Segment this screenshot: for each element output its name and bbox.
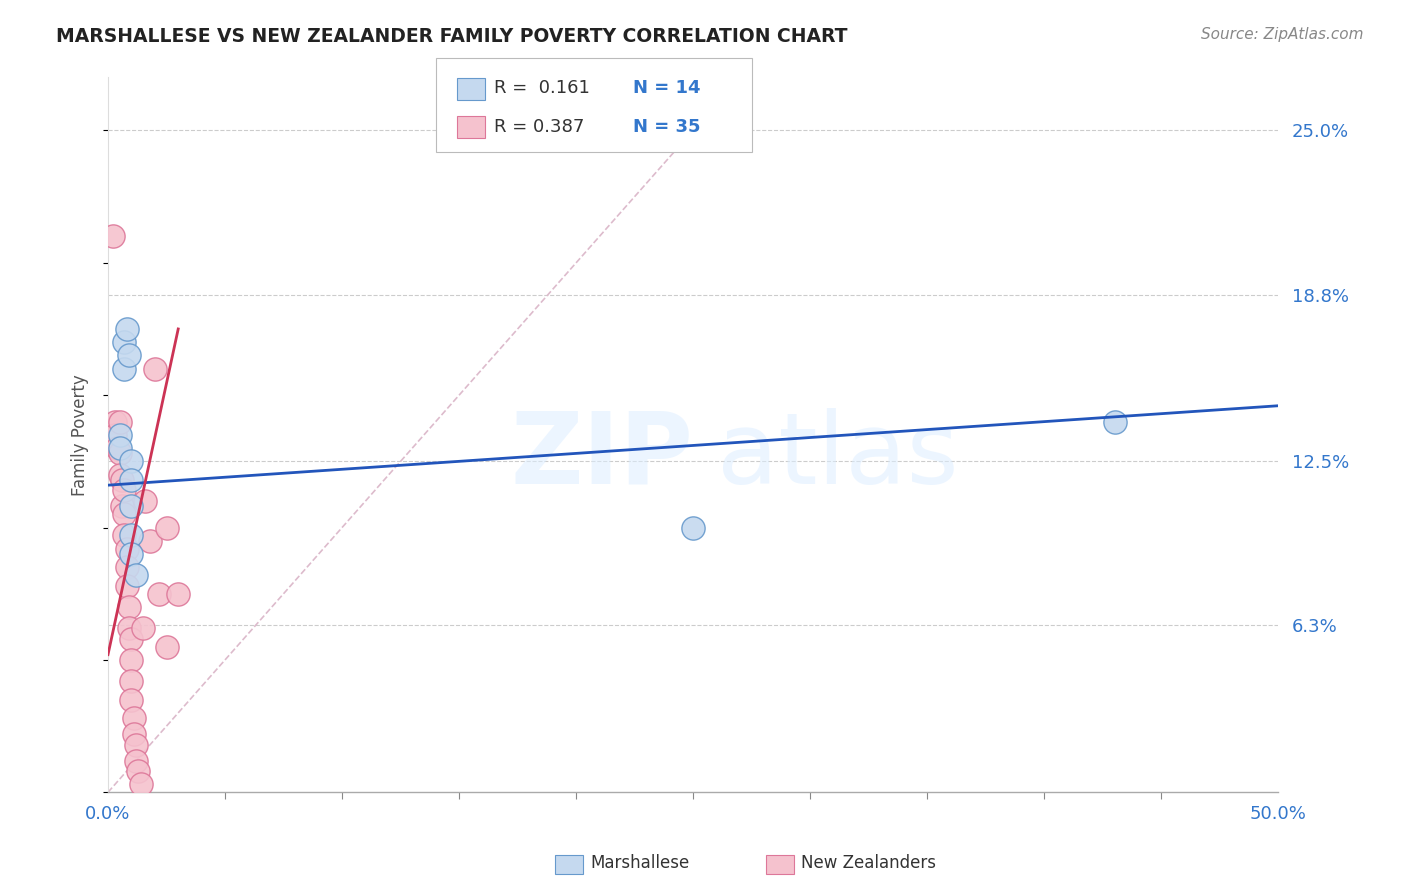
Point xyxy=(120,674,142,689)
Point xyxy=(155,520,177,534)
Point xyxy=(104,415,127,429)
Point xyxy=(112,528,135,542)
Point xyxy=(118,621,141,635)
Point xyxy=(120,473,142,487)
Point xyxy=(125,738,148,752)
Point xyxy=(167,587,190,601)
Point xyxy=(120,547,142,561)
Point xyxy=(115,322,138,336)
Point xyxy=(115,579,138,593)
Point xyxy=(155,640,177,654)
Point xyxy=(118,599,141,614)
Point xyxy=(129,777,152,791)
Point xyxy=(143,361,166,376)
Point xyxy=(682,520,704,534)
Text: MARSHALLESE VS NEW ZEALANDER FAMILY POVERTY CORRELATION CHART: MARSHALLESE VS NEW ZEALANDER FAMILY POVE… xyxy=(56,27,848,45)
Text: R = 0.387: R = 0.387 xyxy=(494,118,583,136)
Point xyxy=(125,754,148,768)
Text: New Zealanders: New Zealanders xyxy=(801,855,936,872)
Point xyxy=(111,473,134,487)
Point xyxy=(120,500,142,514)
Point xyxy=(132,621,155,635)
Point xyxy=(134,494,156,508)
Point xyxy=(112,361,135,376)
Point xyxy=(108,467,131,482)
Point xyxy=(120,653,142,667)
Point xyxy=(111,500,134,514)
Point xyxy=(108,441,131,455)
Point xyxy=(139,533,162,548)
Point xyxy=(105,441,128,455)
Point xyxy=(104,428,127,442)
Point xyxy=(120,692,142,706)
Text: ZIP: ZIP xyxy=(510,408,693,505)
Point xyxy=(120,454,142,468)
Point xyxy=(127,764,149,778)
Point xyxy=(101,229,124,244)
Point xyxy=(120,632,142,646)
Text: Source: ZipAtlas.com: Source: ZipAtlas.com xyxy=(1201,27,1364,42)
Point xyxy=(108,415,131,429)
Point xyxy=(112,483,135,498)
Point xyxy=(125,568,148,582)
Text: R =  0.161: R = 0.161 xyxy=(494,79,589,97)
Point xyxy=(120,528,142,542)
Point xyxy=(148,587,170,601)
Text: atlas: atlas xyxy=(717,408,959,505)
Point xyxy=(115,541,138,556)
Point xyxy=(122,727,145,741)
Text: N = 14: N = 14 xyxy=(633,79,700,97)
Point xyxy=(118,348,141,362)
Point xyxy=(108,428,131,442)
Point xyxy=(108,446,131,460)
Point xyxy=(115,560,138,574)
Point xyxy=(1104,415,1126,429)
Point xyxy=(112,508,135,522)
Point xyxy=(112,335,135,350)
Y-axis label: Family Poverty: Family Poverty xyxy=(72,374,89,496)
Text: Marshallese: Marshallese xyxy=(591,855,690,872)
Point xyxy=(122,711,145,725)
Text: N = 35: N = 35 xyxy=(633,118,700,136)
